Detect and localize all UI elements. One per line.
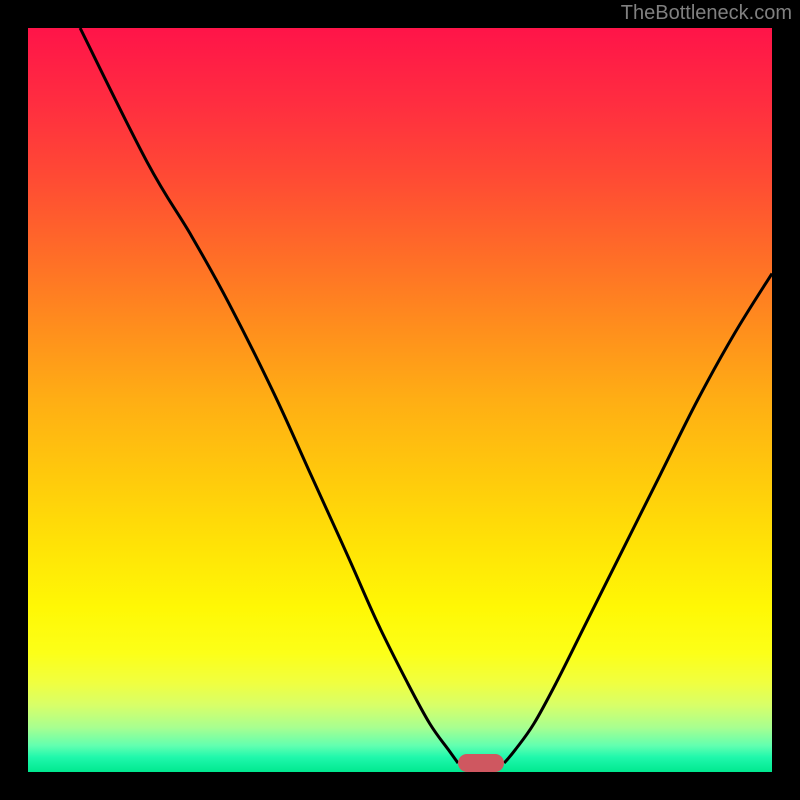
optimal-range-marker (458, 754, 504, 772)
bottleneck-curve (28, 28, 772, 772)
chart-plot-area (28, 28, 772, 772)
attribution-text: TheBottleneck.com (621, 2, 792, 25)
